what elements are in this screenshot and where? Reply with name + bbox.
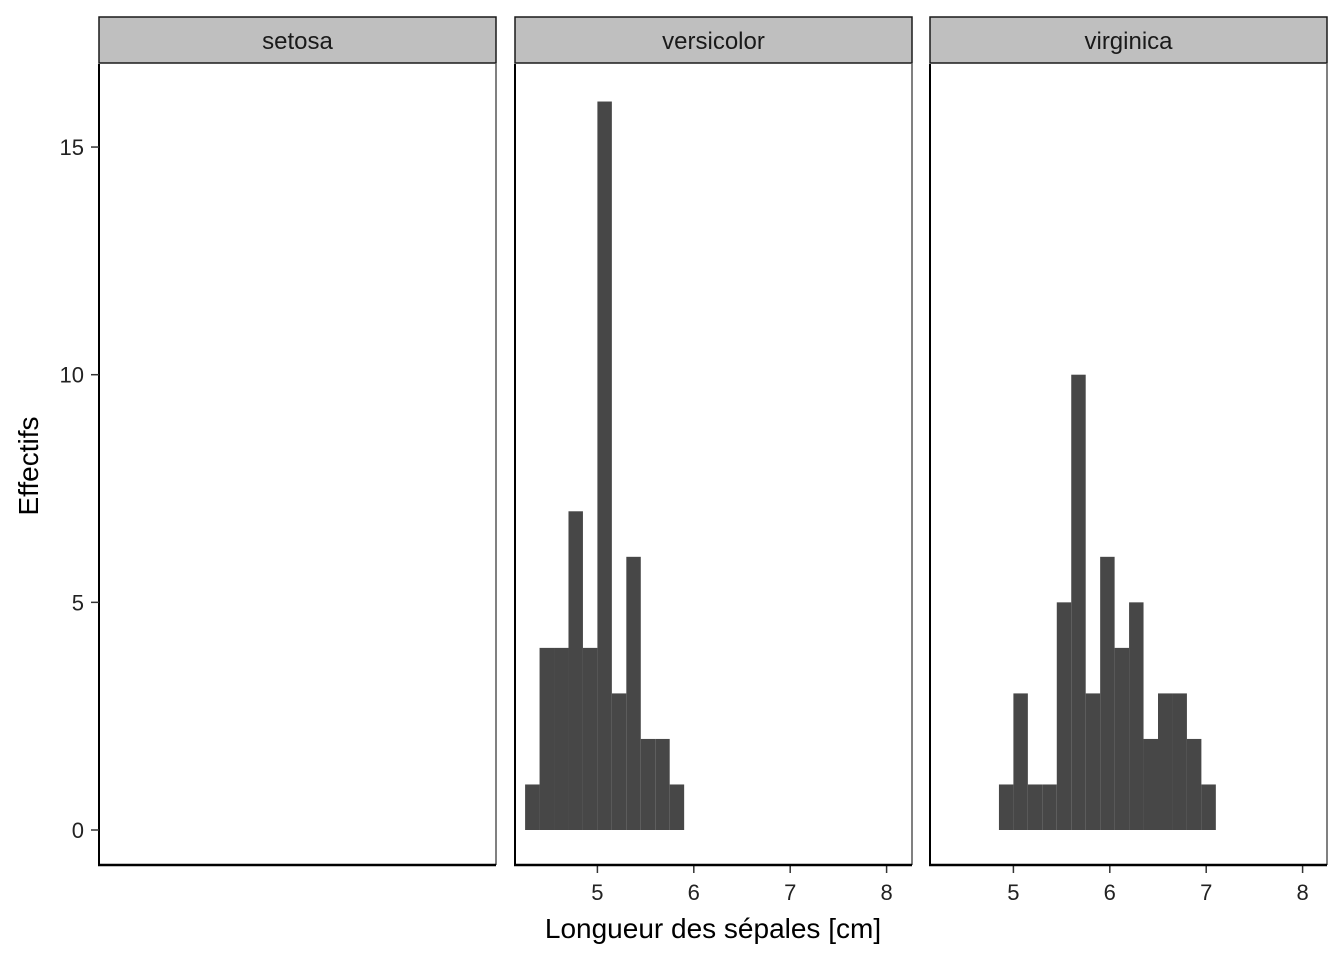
- histogram-bar: [1056, 602, 1072, 830]
- histogram-bar: [539, 647, 555, 830]
- facet-strip: [514, 16, 913, 64]
- y-tick-label: 15: [60, 135, 84, 160]
- x-tick-label: 7: [1200, 880, 1212, 905]
- histogram-bar: [525, 784, 540, 830]
- facet-panel-setosa: setosa 5 6 7 8: [98, 16, 893, 905]
- histogram-bar: [1129, 602, 1144, 830]
- histogram-bar: [1042, 784, 1057, 830]
- x-tick-label: 6: [688, 880, 700, 905]
- facet-strip-label: versicolor: [662, 28, 765, 55]
- facet-strip: [929, 16, 1328, 64]
- facet-strip-label: virginica: [1084, 28, 1173, 55]
- histogram-bar: [669, 784, 685, 830]
- histogram-bar: [1114, 647, 1130, 830]
- histogram-bar: [568, 511, 583, 830]
- x-tick-label: 6: [1104, 880, 1116, 905]
- histogram-bar: [1085, 693, 1101, 830]
- y-tick-label: 0: [72, 818, 84, 843]
- histogram-bar: [582, 647, 598, 830]
- facet-panel-versicolor: versicolor 5 6 7 8: [514, 16, 1309, 905]
- histogram-bar: [655, 738, 670, 830]
- histogram-bar: [1013, 693, 1028, 830]
- facet-strip-label: setosa: [262, 28, 333, 55]
- facet-panel-virginica: virginica5678: [929, 16, 1328, 867]
- facet-panels: setosa 5 6 7 8 versicolor 5 6 7 8 virginica5678: [98, 16, 1328, 905]
- x-tick-label: 8: [880, 880, 892, 905]
- facet-strip: [98, 16, 497, 64]
- y-tick-label: 10: [60, 363, 84, 388]
- x-tick-label: 7: [784, 880, 796, 905]
- x-tick-label: 5: [591, 880, 603, 905]
- histogram-bar: [626, 556, 641, 830]
- histogram-bar: [1027, 784, 1043, 830]
- histogram-bar: [597, 101, 612, 830]
- histogram-bar: [1186, 738, 1202, 830]
- histogram-bar: [1158, 693, 1173, 830]
- histogram-bar: [640, 738, 656, 830]
- y-axis: 0 5 10 15: [60, 135, 99, 843]
- x-tick-label: 8: [1296, 880, 1308, 905]
- x-axis-title: Longueur des sépales [cm]: [545, 913, 881, 944]
- histogram-bar: [998, 784, 1014, 830]
- histogram-bar: [611, 693, 627, 830]
- y-tick-label: 5: [72, 590, 84, 615]
- histogram-bar: [1071, 374, 1086, 830]
- histogram-bar: [1172, 693, 1187, 830]
- histogram-bar: [1143, 738, 1158, 830]
- histogram-bar: [1201, 784, 1216, 830]
- histogram-bar: [1100, 556, 1115, 830]
- x-tick-label: 5: [1007, 880, 1019, 905]
- y-axis-title: Effectifs: [13, 416, 44, 515]
- histogram-bar: [554, 647, 569, 830]
